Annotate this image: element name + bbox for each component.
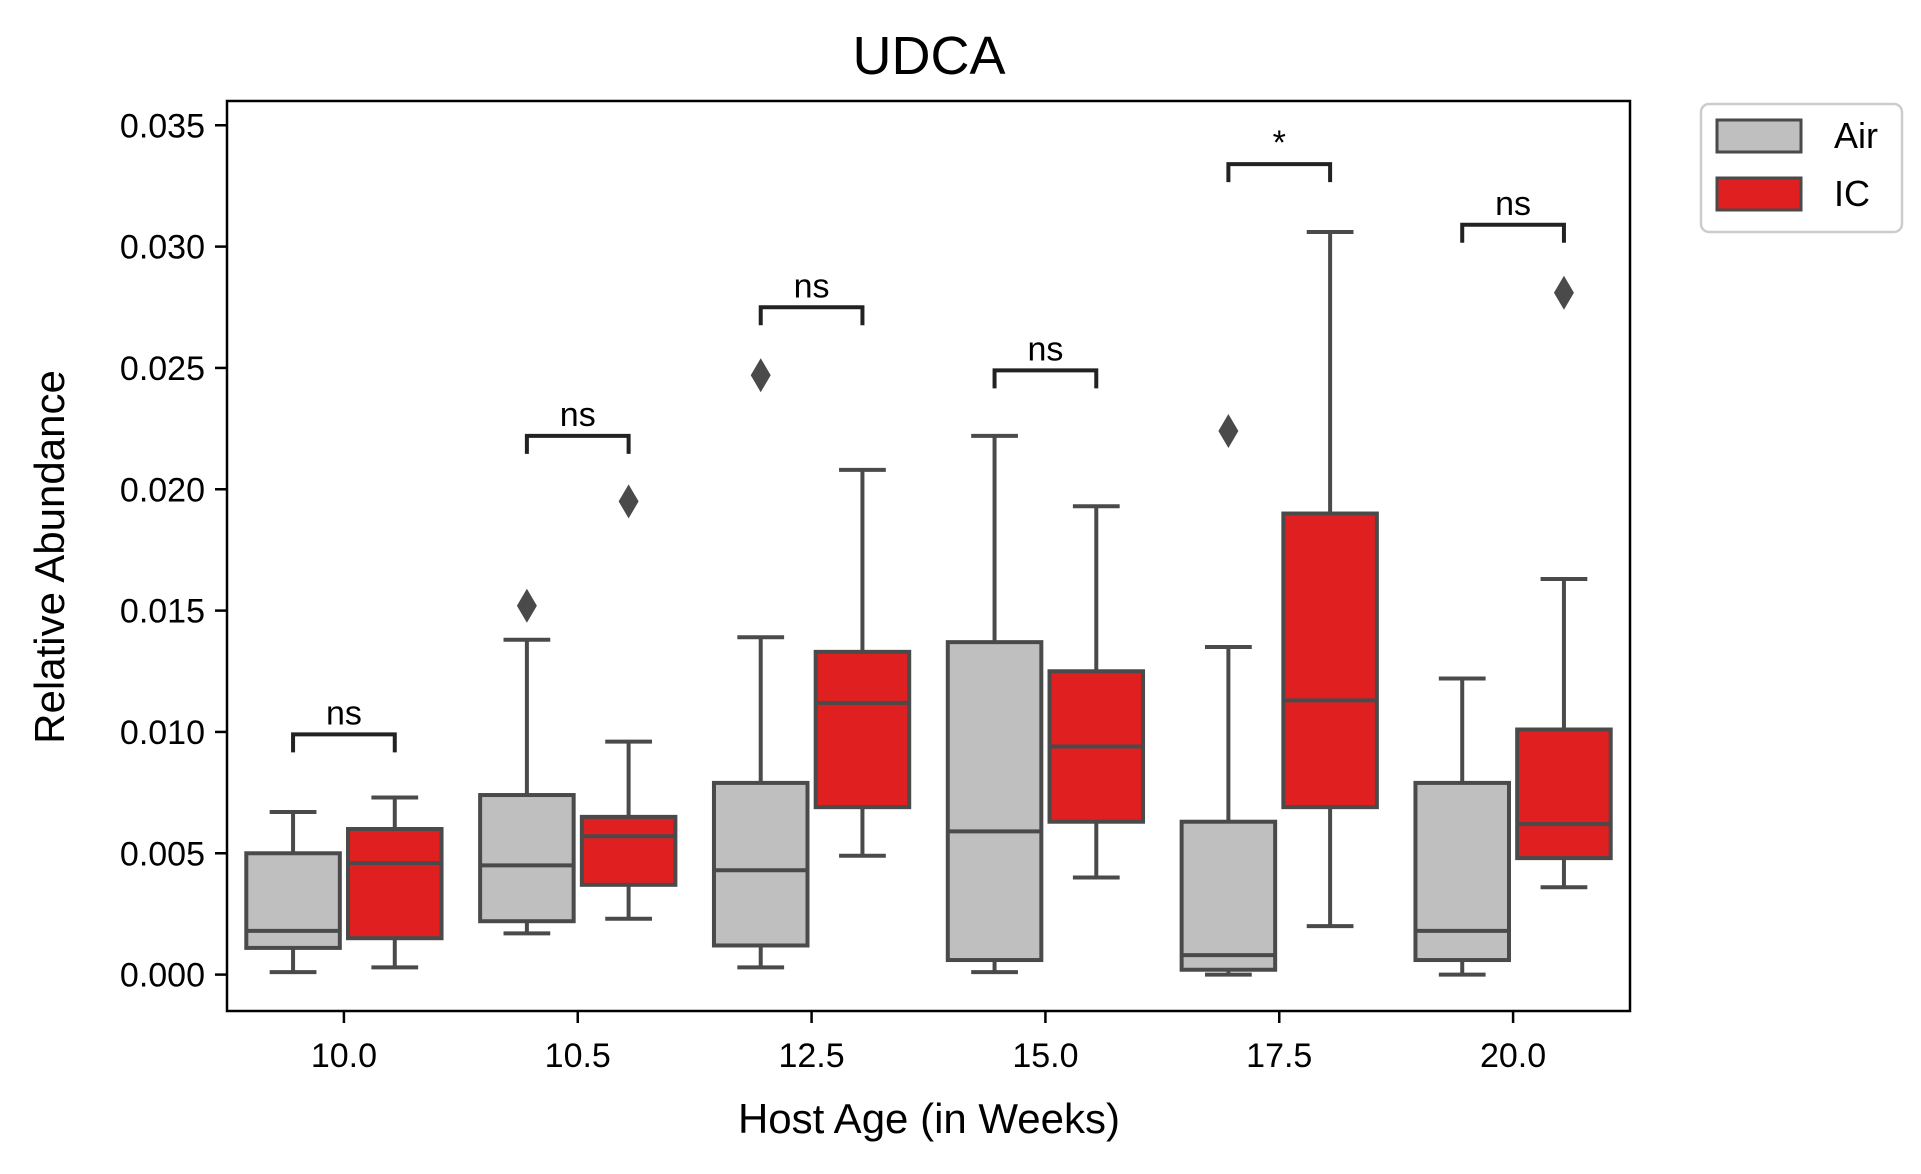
box-ic-10.0 xyxy=(346,795,444,970)
box-iqr xyxy=(945,640,1044,963)
box-air-17.5 xyxy=(1179,414,1278,977)
significance-bracket: ns xyxy=(291,694,397,753)
significance-bracket: ns xyxy=(1460,185,1566,243)
significance-bracket: * xyxy=(1226,124,1333,183)
box-iqr xyxy=(579,814,678,887)
y-tick-label: 0.020 xyxy=(120,471,205,509)
box-iqr xyxy=(1179,819,1278,972)
bracket-line xyxy=(992,368,1099,389)
significance-label: * xyxy=(1273,124,1286,162)
significance-bracket: ns xyxy=(524,396,631,454)
bracket-line xyxy=(1226,162,1333,183)
bracket-line xyxy=(291,732,397,753)
box-ic-17.5 xyxy=(1281,230,1379,929)
legend-label-ic: IC xyxy=(1834,173,1870,214)
x-tick-label: 10.5 xyxy=(545,1037,611,1075)
plot-area: ns ns ns ns * ns xyxy=(244,124,1613,977)
y-tick-label: 0.035 xyxy=(120,107,205,145)
box-iqr xyxy=(813,649,912,810)
outlier-point xyxy=(1218,414,1239,449)
y-tick-label: 0.030 xyxy=(120,229,205,267)
y-tick-label: 0.000 xyxy=(120,957,205,995)
box-air-10.0 xyxy=(244,810,342,975)
significance-label: ns xyxy=(794,267,830,305)
outlier-point xyxy=(1553,275,1574,310)
y-tick-label: 0.005 xyxy=(120,835,205,873)
y-tick-label: 0.025 xyxy=(120,350,205,388)
x-tick-label: 10.0 xyxy=(311,1037,377,1075)
box-iqr xyxy=(1413,780,1511,963)
legend: Air IC xyxy=(1699,102,1904,234)
significance-label: ns xyxy=(560,396,596,434)
y-axis-label: Relative Abundance xyxy=(26,370,73,744)
axes: 0.000 0.005 0.010 0.015 0.020 0.025 0.030 0.035… xyxy=(120,107,1546,1075)
box-air-15.0 xyxy=(945,433,1044,975)
box-iqr xyxy=(244,851,342,950)
box-iqr xyxy=(478,793,576,924)
x-axis-label: Host Age (in Weeks) xyxy=(738,1095,1120,1142)
box-iqr xyxy=(711,780,810,948)
x-tick-label: 20.0 xyxy=(1480,1037,1546,1075)
outlier-point xyxy=(750,358,771,393)
x-tick-label: 17.5 xyxy=(1246,1037,1312,1075)
significance-label: ns xyxy=(1495,185,1531,223)
chart-title: UDCA xyxy=(852,26,1005,86)
legend-label-air: Air xyxy=(1834,115,1878,156)
y-tick-label: 0.015 xyxy=(120,593,205,631)
outlier-point xyxy=(618,484,639,519)
bracket-line xyxy=(758,305,865,326)
box-iqr xyxy=(346,827,444,941)
box-iqr xyxy=(1281,511,1379,810)
box-air-12.5 xyxy=(711,358,810,970)
box-ic-15.0 xyxy=(1047,504,1146,880)
box-ic-10.5 xyxy=(579,484,678,921)
box-air-20.0 xyxy=(1413,676,1511,977)
significance-bracket: ns xyxy=(758,267,865,326)
significance-label: ns xyxy=(1027,330,1063,368)
box-iqr xyxy=(1515,727,1613,861)
y-tick-label: 0.010 xyxy=(120,714,205,752)
x-tick-label: 12.5 xyxy=(778,1037,844,1075)
bracket-line xyxy=(1460,222,1566,243)
bracket-line xyxy=(524,433,631,454)
significance-bracket: ns xyxy=(992,330,1099,389)
legend-swatch-air xyxy=(1715,118,1803,154)
x-tick-label: 15.0 xyxy=(1012,1037,1078,1075)
significance-label: ns xyxy=(326,694,362,732)
box-ic-20.0 xyxy=(1515,275,1613,890)
legend-swatch-ic xyxy=(1715,176,1803,212)
outlier-point xyxy=(516,588,537,623)
box-ic-12.5 xyxy=(813,467,912,858)
plot-frame xyxy=(225,99,1632,1013)
box-air-10.5 xyxy=(478,588,576,936)
